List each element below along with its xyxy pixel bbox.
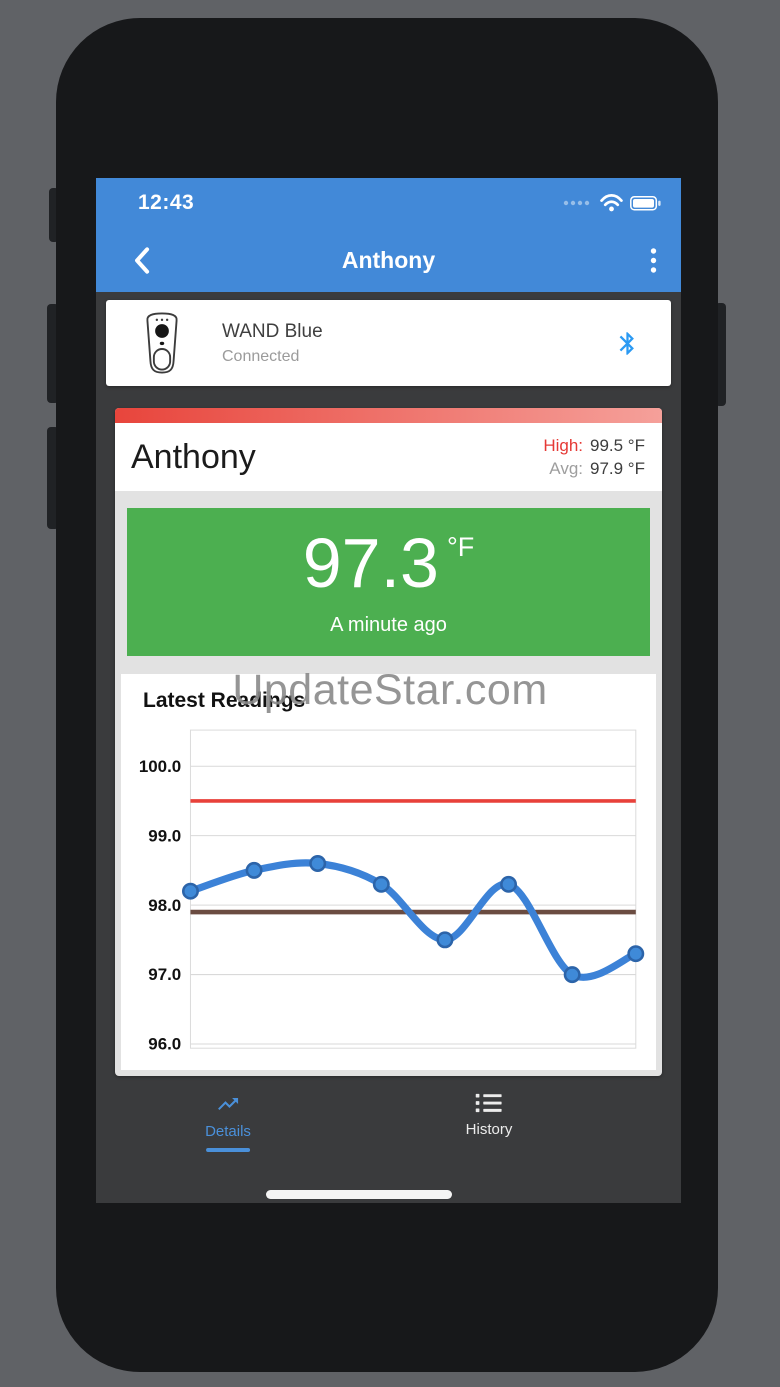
chart-title: Latest Readings bbox=[143, 689, 306, 712]
trending-chart-icon bbox=[217, 1098, 238, 1111]
device-info: WAND Blue Connected bbox=[222, 321, 614, 366]
overflow-menu-button[interactable] bbox=[650, 247, 657, 274]
chevron-left-icon bbox=[135, 246, 150, 274]
more-vert-icon bbox=[650, 247, 657, 273]
bluetooth-icon[interactable] bbox=[614, 330, 641, 357]
temperature-unit: °F bbox=[446, 531, 475, 562]
patient-header: Anthony High: 99.5 °F Avg: 97.9 °F bbox=[115, 423, 662, 491]
status-time: 12:43 bbox=[138, 191, 195, 214]
avg-label: Avg: bbox=[549, 458, 583, 478]
status-bar: 12:43 bbox=[96, 178, 681, 228]
wifi-icon bbox=[600, 194, 623, 212]
high-value: 99.5 °F bbox=[590, 435, 645, 455]
latest-readings-card: Latest Readings 100.0 99.0 98.0 97.0 96.0 bbox=[121, 674, 656, 1071]
cellular-signal-icon bbox=[563, 200, 590, 206]
fever-accent-bar bbox=[115, 408, 662, 423]
patient-name: Anthony bbox=[131, 437, 256, 476]
list-icon bbox=[476, 1094, 502, 1113]
tab-history-label: History bbox=[465, 1121, 513, 1139]
active-tab-underline bbox=[205, 1148, 250, 1153]
avg-value: 97.9 °F bbox=[590, 458, 645, 478]
svg-text:98.0: 98.0 bbox=[148, 896, 181, 915]
back-button[interactable] bbox=[132, 246, 151, 275]
svg-text:96.0: 96.0 bbox=[148, 1035, 181, 1054]
nav-bar: Anthony bbox=[96, 228, 681, 292]
tab-details-label: Details bbox=[205, 1123, 251, 1141]
home-indicator[interactable] bbox=[266, 1190, 452, 1200]
svg-text:97.0: 97.0 bbox=[148, 965, 181, 984]
temperature-value: 97.3 bbox=[302, 523, 439, 602]
app-screen: 12:43 bbox=[96, 178, 681, 1203]
reading-timestamp: A minute ago bbox=[330, 613, 447, 636]
device-name: WAND Blue bbox=[222, 320, 323, 342]
chart-area: 100.0 99.0 98.0 97.0 96.0 bbox=[133, 726, 645, 1054]
device-connection-status: Connected bbox=[222, 347, 300, 365]
bottom-tab-bar: Details History bbox=[96, 1076, 681, 1203]
svg-text:100.0: 100.0 bbox=[139, 757, 181, 776]
tab-history[interactable]: History bbox=[465, 1092, 513, 1139]
phone-side-button bbox=[715, 303, 726, 406]
svg-text:99.0: 99.0 bbox=[148, 826, 181, 845]
phone-side-button bbox=[49, 188, 59, 242]
status-icons bbox=[563, 194, 661, 212]
tab-details[interactable]: Details bbox=[205, 1092, 251, 1153]
device-card[interactable]: WAND Blue Connected bbox=[106, 300, 671, 386]
current-reading-box: 97.3 °F A minute ago bbox=[127, 508, 650, 656]
wand-thermometer-icon bbox=[146, 312, 178, 374]
readings-chart: 100.0 99.0 98.0 97.0 96.0 bbox=[139, 729, 645, 1054]
high-label: High: bbox=[543, 435, 583, 455]
temperature-stats: High: 99.5 °F Avg: 97.9 °F bbox=[543, 436, 645, 479]
current-temperature: 97.3 °F bbox=[303, 528, 475, 598]
page-title: Anthony bbox=[341, 246, 436, 273]
battery-icon bbox=[630, 195, 661, 211]
patient-card: Anthony High: 99.5 °F Avg: 97.9 °F 97.3 … bbox=[115, 408, 662, 1077]
